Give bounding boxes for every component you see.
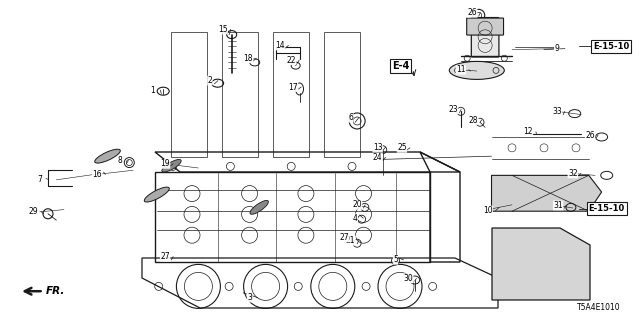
Text: 5: 5: [393, 255, 398, 264]
Text: 14: 14: [275, 41, 285, 50]
Polygon shape: [492, 228, 590, 300]
Text: 8: 8: [118, 156, 123, 165]
Text: 16: 16: [92, 170, 102, 179]
Text: 6: 6: [348, 113, 353, 122]
Text: 27: 27: [339, 233, 349, 242]
FancyBboxPatch shape: [471, 18, 499, 57]
Text: 15: 15: [218, 25, 228, 34]
Text: 26: 26: [467, 8, 477, 17]
Polygon shape: [492, 175, 602, 211]
Text: 31: 31: [553, 201, 563, 210]
Bar: [324, 32, 360, 157]
Text: 9: 9: [554, 44, 559, 53]
Bar: [171, 32, 207, 157]
Text: 33: 33: [552, 107, 562, 116]
Text: 18: 18: [244, 54, 253, 63]
Bar: [273, 32, 309, 157]
Text: 10: 10: [483, 206, 493, 215]
Text: 12: 12: [524, 127, 532, 136]
Text: 25: 25: [397, 143, 407, 152]
Text: 4: 4: [353, 214, 358, 223]
Text: 2: 2: [207, 76, 212, 85]
Text: 7: 7: [37, 175, 42, 184]
Ellipse shape: [449, 61, 504, 79]
Text: 17: 17: [288, 83, 298, 92]
Ellipse shape: [162, 159, 181, 172]
Text: 27: 27: [160, 252, 170, 261]
Text: 24: 24: [372, 153, 383, 162]
Ellipse shape: [95, 149, 120, 163]
Text: E-15-10: E-15-10: [593, 42, 629, 51]
Text: 19: 19: [160, 159, 170, 168]
Ellipse shape: [250, 200, 268, 214]
Text: 21: 21: [346, 236, 355, 245]
Bar: [222, 32, 258, 157]
Text: 11: 11: [456, 65, 465, 74]
Text: 28: 28: [469, 116, 478, 124]
Text: E-4: E-4: [392, 60, 409, 71]
Text: 22: 22: [287, 56, 296, 65]
Text: 32: 32: [568, 169, 578, 178]
FancyBboxPatch shape: [467, 18, 504, 35]
Text: FR.: FR.: [46, 286, 65, 296]
Ellipse shape: [144, 187, 170, 202]
Text: 23: 23: [448, 105, 458, 114]
Text: 1: 1: [150, 86, 155, 95]
Text: 29: 29: [28, 207, 38, 216]
Text: 3: 3: [247, 293, 252, 302]
Text: 30: 30: [403, 274, 413, 283]
Text: 13: 13: [372, 143, 383, 152]
Text: 20: 20: [352, 200, 362, 209]
Text: 26: 26: [585, 131, 595, 140]
Text: E-15-10: E-15-10: [589, 204, 625, 213]
Text: T5A4E1010: T5A4E1010: [577, 303, 621, 312]
